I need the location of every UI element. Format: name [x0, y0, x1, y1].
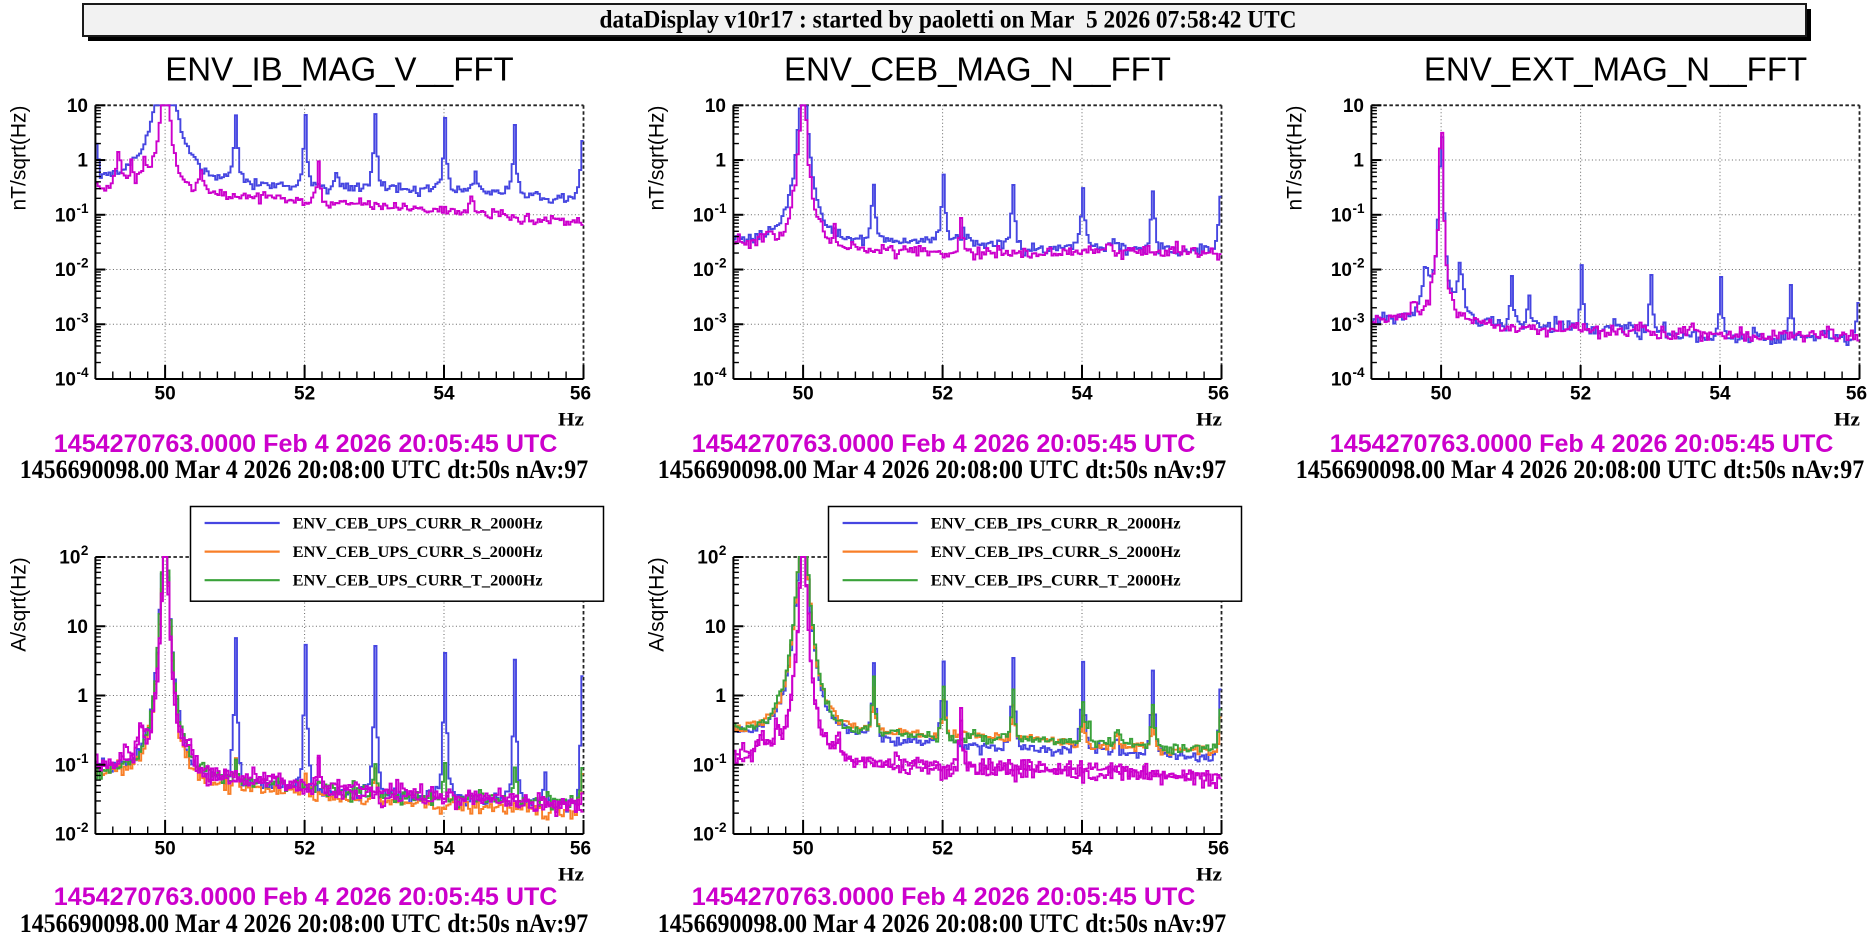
svg-text:52: 52: [932, 384, 953, 405]
svg-text:54: 54: [1071, 839, 1093, 860]
svg-text:Hz: Hz: [1196, 410, 1223, 431]
svg-text:1456690098.00 Mar 4 2026 20:08: 1456690098.00 Mar 4 2026 20:08:00 UTC dt…: [20, 455, 588, 484]
svg-text:1: 1: [715, 686, 726, 707]
svg-text:10: 10: [55, 315, 76, 336]
svg-text:ENV_CEB_MAG_N__FFT: ENV_CEB_MAG_N__FFT: [784, 51, 1171, 88]
svg-text:Hz: Hz: [558, 410, 585, 431]
svg-text:ENV_CEB_IPS_CURR_S_2000Hz: ENV_CEB_IPS_CURR_S_2000Hz: [931, 544, 1181, 561]
svg-text:-1: -1: [77, 751, 89, 766]
svg-text:ENV_CEB_IPS_CURR_T_2000Hz: ENV_CEB_IPS_CURR_T_2000Hz: [931, 573, 1181, 590]
svg-text:Hz: Hz: [558, 865, 585, 886]
svg-text:A/sqrt(Hz): A/sqrt(Hz): [8, 557, 31, 652]
svg-text:-1: -1: [715, 201, 727, 216]
svg-text:1: 1: [1353, 151, 1364, 172]
svg-text:54: 54: [433, 839, 455, 860]
svg-text:nT/sqrt(Hz): nT/sqrt(Hz): [1284, 106, 1307, 211]
svg-text:-4: -4: [1353, 365, 1365, 380]
svg-text:52: 52: [932, 839, 953, 860]
svg-text:2: 2: [719, 543, 727, 558]
svg-text:dataDisplay v10r17 : started b: dataDisplay v10r17 : started by paoletti…: [600, 7, 1297, 34]
svg-text:ENV_CEB_UPS_CURR_S_2000Hz: ENV_CEB_UPS_CURR_S_2000Hz: [293, 544, 543, 561]
svg-text:10: 10: [697, 548, 718, 569]
svg-text:-1: -1: [1353, 201, 1365, 216]
svg-text:10: 10: [1343, 96, 1364, 117]
svg-text:10: 10: [705, 96, 726, 117]
svg-text:-2: -2: [715, 820, 727, 835]
svg-text:-2: -2: [1353, 256, 1365, 271]
svg-text:1: 1: [77, 151, 88, 172]
svg-text:10: 10: [55, 825, 76, 846]
svg-text:1456690098.00 Mar 4 2026 20:08: 1456690098.00 Mar 4 2026 20:08:00 UTC dt…: [20, 909, 588, 938]
svg-text:56: 56: [570, 384, 591, 405]
svg-text:-2: -2: [77, 256, 89, 271]
svg-text:1456690098.00 Mar 4 2026 20:08: 1456690098.00 Mar 4 2026 20:08:00 UTC dt…: [658, 455, 1226, 484]
svg-text:1454270763.0000 Feb 4 2026 20:: 1454270763.0000 Feb 4 2026 20:05:45 UTC: [54, 883, 558, 911]
svg-text:ENV_EXT_MAG_N__FFT: ENV_EXT_MAG_N__FFT: [1424, 51, 1807, 88]
svg-text:1454270763.0000 Feb 4 2026 20:: 1454270763.0000 Feb 4 2026 20:05:45 UTC: [1330, 430, 1834, 458]
svg-text:1454270763.0000 Feb 4 2026 20:: 1454270763.0000 Feb 4 2026 20:05:45 UTC: [692, 430, 1196, 458]
svg-text:10: 10: [55, 756, 76, 777]
svg-text:10: 10: [67, 617, 88, 638]
svg-text:10: 10: [55, 260, 76, 281]
svg-text:1456690098.00 Mar 4 2026 20:08: 1456690098.00 Mar 4 2026 20:08:00 UTC dt…: [658, 909, 1226, 938]
svg-text:10: 10: [693, 260, 714, 281]
svg-text:10: 10: [67, 96, 88, 117]
svg-text:Hz: Hz: [1196, 865, 1223, 886]
svg-text:-2: -2: [715, 256, 727, 271]
svg-text:50: 50: [1431, 384, 1452, 405]
svg-text:1456690098.00 Mar 4 2026 20:08: 1456690098.00 Mar 4 2026 20:08:00 UTC dt…: [1296, 455, 1864, 484]
svg-text:54: 54: [433, 384, 455, 405]
svg-text:52: 52: [294, 384, 315, 405]
svg-text:2: 2: [81, 543, 89, 558]
svg-text:50: 50: [155, 384, 176, 405]
svg-text:ENV_CEB_IPS_CURR_R_2000Hz: ENV_CEB_IPS_CURR_R_2000Hz: [931, 516, 1181, 533]
svg-text:10: 10: [1331, 370, 1352, 391]
svg-text:10: 10: [705, 617, 726, 638]
svg-text:10: 10: [693, 315, 714, 336]
svg-text:ENV_IB_MAG_V__FFT: ENV_IB_MAG_V__FFT: [165, 51, 513, 88]
svg-text:52: 52: [294, 839, 315, 860]
svg-text:1454270763.0000 Feb 4 2026 20:: 1454270763.0000 Feb 4 2026 20:05:45 UTC: [692, 883, 1196, 911]
svg-text:ENV_CEB_UPS_CURR_T_2000Hz: ENV_CEB_UPS_CURR_T_2000Hz: [293, 573, 543, 590]
svg-text:10: 10: [693, 206, 714, 227]
svg-text:54: 54: [1709, 384, 1731, 405]
svg-text:10: 10: [1331, 315, 1352, 336]
svg-text:52: 52: [1570, 384, 1591, 405]
svg-text:-4: -4: [77, 365, 89, 380]
svg-text:nT/sqrt(Hz): nT/sqrt(Hz): [8, 106, 31, 211]
svg-text:-3: -3: [715, 311, 727, 326]
svg-text:Hz: Hz: [1834, 410, 1861, 431]
svg-text:-1: -1: [715, 751, 727, 766]
svg-text:56: 56: [1208, 384, 1229, 405]
svg-text:1454270763.0000 Feb 4 2026 20:: 1454270763.0000 Feb 4 2026 20:05:45 UTC: [54, 430, 558, 458]
svg-text:54: 54: [1071, 384, 1093, 405]
svg-text:1: 1: [715, 151, 726, 172]
svg-text:56: 56: [1846, 384, 1867, 405]
svg-text:10: 10: [693, 370, 714, 391]
svg-text:-4: -4: [715, 365, 727, 380]
svg-text:56: 56: [570, 839, 591, 860]
svg-text:50: 50: [793, 384, 814, 405]
svg-text:-3: -3: [1353, 311, 1365, 326]
svg-text:-1: -1: [77, 201, 89, 216]
svg-text:10: 10: [55, 370, 76, 391]
svg-text:10: 10: [1331, 206, 1352, 227]
svg-text:10: 10: [1331, 260, 1352, 281]
svg-text:56: 56: [1208, 839, 1229, 860]
svg-text:nT/sqrt(Hz): nT/sqrt(Hz): [646, 106, 669, 211]
svg-text:10: 10: [693, 825, 714, 846]
svg-text:-3: -3: [77, 311, 89, 326]
svg-text:50: 50: [793, 839, 814, 860]
svg-text:10: 10: [59, 548, 80, 569]
svg-text:10: 10: [55, 206, 76, 227]
svg-text:A/sqrt(Hz): A/sqrt(Hz): [646, 557, 669, 652]
svg-text:10: 10: [693, 756, 714, 777]
svg-text:ENV_CEB_UPS_CURR_R_2000Hz: ENV_CEB_UPS_CURR_R_2000Hz: [293, 516, 543, 533]
svg-text:50: 50: [155, 839, 176, 860]
svg-text:-2: -2: [77, 820, 89, 835]
svg-text:1: 1: [77, 686, 88, 707]
